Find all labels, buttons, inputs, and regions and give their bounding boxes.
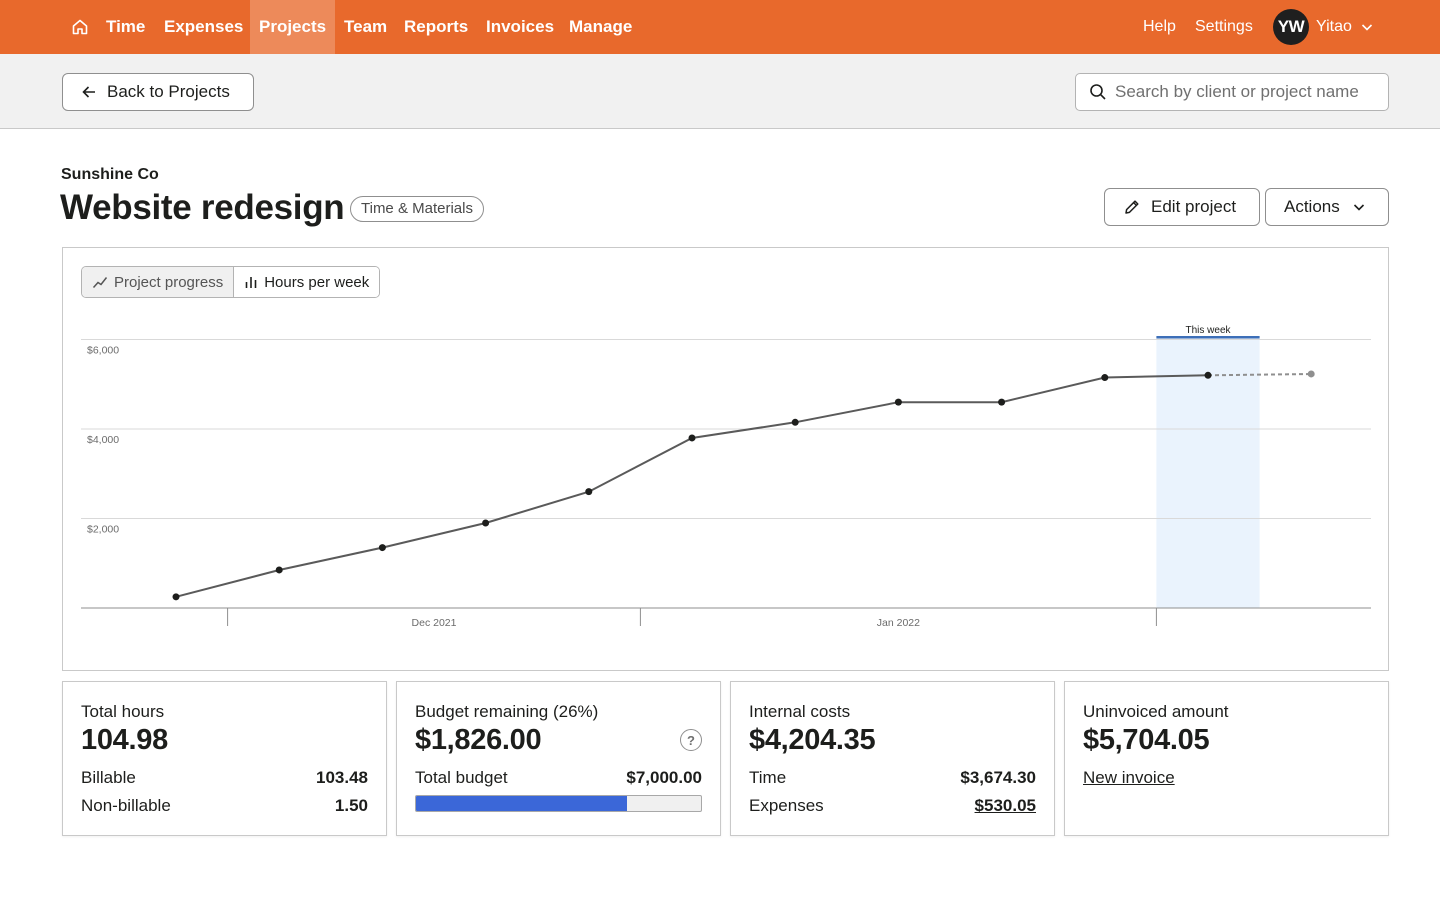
edit-project-label: Edit project xyxy=(1151,197,1237,216)
time-cost-value: $3,674.30 xyxy=(960,768,1036,787)
uninvoiced-amount-value: $5,704.05 xyxy=(1083,724,1210,756)
nav-time[interactable]: Time xyxy=(106,17,146,36)
y-tick-label: $6,000 xyxy=(87,345,119,357)
internal-costs-label: Internal costs xyxy=(749,702,851,721)
data-point xyxy=(1204,371,1212,379)
nav-manage[interactable]: Manage xyxy=(569,17,633,36)
billable-value: 103.48 xyxy=(316,768,368,787)
x-tick-label: Jan 2022 xyxy=(877,617,920,629)
sub-toolbar: Back to Projects xyxy=(0,54,1440,129)
new-invoice-link[interactable]: New invoice xyxy=(1083,768,1175,787)
data-point xyxy=(585,488,593,496)
bar-chart-icon xyxy=(245,277,257,288)
project-progress-tab[interactable]: Project progress xyxy=(82,267,234,297)
home-icon xyxy=(72,19,88,35)
data-point xyxy=(894,398,902,406)
expenses-cost-link[interactable]: $530.05 xyxy=(974,796,1036,815)
data-point xyxy=(791,418,799,426)
nav-expenses[interactable]: Expenses xyxy=(164,17,244,36)
non-billable-label: Non-billable xyxy=(81,796,171,815)
search-icon xyxy=(1090,84,1106,100)
total-hours-card: Total hours 104.98 Billable 103.48 Non-b… xyxy=(62,681,387,836)
nav-invoices[interactable]: Invoices xyxy=(486,17,555,36)
avatar[interactable]: YW xyxy=(1273,9,1309,45)
internal-costs-value: $4,204.35 xyxy=(749,724,876,756)
data-point xyxy=(998,398,1006,406)
internal-costs-card: Internal costs $4,204.35 Time $3,674.30 … xyxy=(730,681,1055,836)
actions-label: Actions xyxy=(1284,197,1340,216)
help-link[interactable]: Help xyxy=(1143,18,1176,35)
pencil-icon xyxy=(1125,200,1139,214)
page-title: Website redesign xyxy=(60,188,345,227)
budget-remaining-value: $1,826.00 xyxy=(415,724,542,756)
this-week-marker xyxy=(1156,336,1260,339)
back-label: Back to Projects xyxy=(107,82,230,101)
budget-progress-bar xyxy=(415,795,702,812)
user-name: Yitao xyxy=(1316,18,1352,35)
client-name: Sunshine Co xyxy=(61,166,159,183)
this-week-band xyxy=(1156,338,1260,608)
project-progress-chart: This week $2,000 $4,000 $6,000 Dec 2021 Jan 2… xyxy=(81,325,1371,629)
y-tick-label: $4,000 xyxy=(87,434,119,446)
top-navigation: Time Expenses Projects Team Reports Invo… xyxy=(0,0,1440,54)
budget-remaining-label: Budget remaining (26%) xyxy=(415,702,599,721)
time-cost-label: Time xyxy=(749,768,787,787)
hours-per-week-label: Hours per week xyxy=(264,273,370,291)
non-billable-value: 1.50 xyxy=(334,796,368,815)
hours-per-week-tab[interactable]: Hours per week xyxy=(233,267,380,297)
project-type-badge: Time & Materials xyxy=(350,196,484,222)
chevron-down-icon xyxy=(1361,24,1372,31)
data-point xyxy=(172,593,180,601)
total-budget-label: Total budget xyxy=(415,768,508,787)
chart-panel: This week $2,000 $4,000 $6,000 Dec 2021 Jan 2… xyxy=(62,247,1389,671)
chart-view-toggle: Project progress Hours per week xyxy=(81,266,381,298)
arrow-left-icon xyxy=(82,86,95,98)
chevron-down-icon xyxy=(1353,204,1364,211)
projection-line xyxy=(1207,373,1312,377)
home-button[interactable] xyxy=(62,9,98,45)
data-point xyxy=(378,544,386,552)
y-tick-label: $2,000 xyxy=(87,524,119,536)
help-icon[interactable]: ? xyxy=(680,729,702,751)
total-budget-value: $7,000.00 xyxy=(626,768,702,787)
nav-team[interactable]: Team xyxy=(344,17,388,36)
progress-line xyxy=(175,374,1209,598)
budget-progress-fill xyxy=(416,796,627,811)
user-menu[interactable]: Yitao xyxy=(1316,0,1374,54)
data-point xyxy=(1101,374,1109,382)
x-tick-label: Dec 2021 xyxy=(412,617,457,629)
uninvoiced-amount-card: Uninvoiced amount $5,704.05 New invoice xyxy=(1064,681,1389,836)
data-point xyxy=(688,434,696,442)
settings-link[interactable]: Settings xyxy=(1195,18,1253,35)
search-input[interactable] xyxy=(1115,82,1385,102)
nav-projects[interactable]: Projects xyxy=(250,0,335,54)
this-week-label: This week xyxy=(1185,325,1231,336)
search-box xyxy=(1075,73,1389,111)
expenses-cost-label: Expenses xyxy=(749,796,824,815)
billable-label: Billable xyxy=(81,768,136,787)
uninvoiced-amount-label: Uninvoiced amount xyxy=(1083,702,1229,721)
actions-dropdown[interactable]: Actions xyxy=(1265,188,1389,226)
data-point xyxy=(275,566,283,574)
budget-remaining-card: Budget remaining (26%) $1,826.00 ? Total… xyxy=(396,681,721,836)
project-progress-label: Project progress xyxy=(114,273,224,291)
edit-project-button[interactable]: Edit project xyxy=(1104,188,1260,226)
projection-point xyxy=(1307,370,1315,378)
data-point xyxy=(482,519,490,527)
line-chart-icon xyxy=(92,277,108,289)
nav-reports[interactable]: Reports xyxy=(404,17,469,36)
back-to-projects-button[interactable]: Back to Projects xyxy=(62,73,254,111)
total-hours-value: 104.98 xyxy=(81,724,168,756)
total-hours-label: Total hours xyxy=(81,702,165,721)
